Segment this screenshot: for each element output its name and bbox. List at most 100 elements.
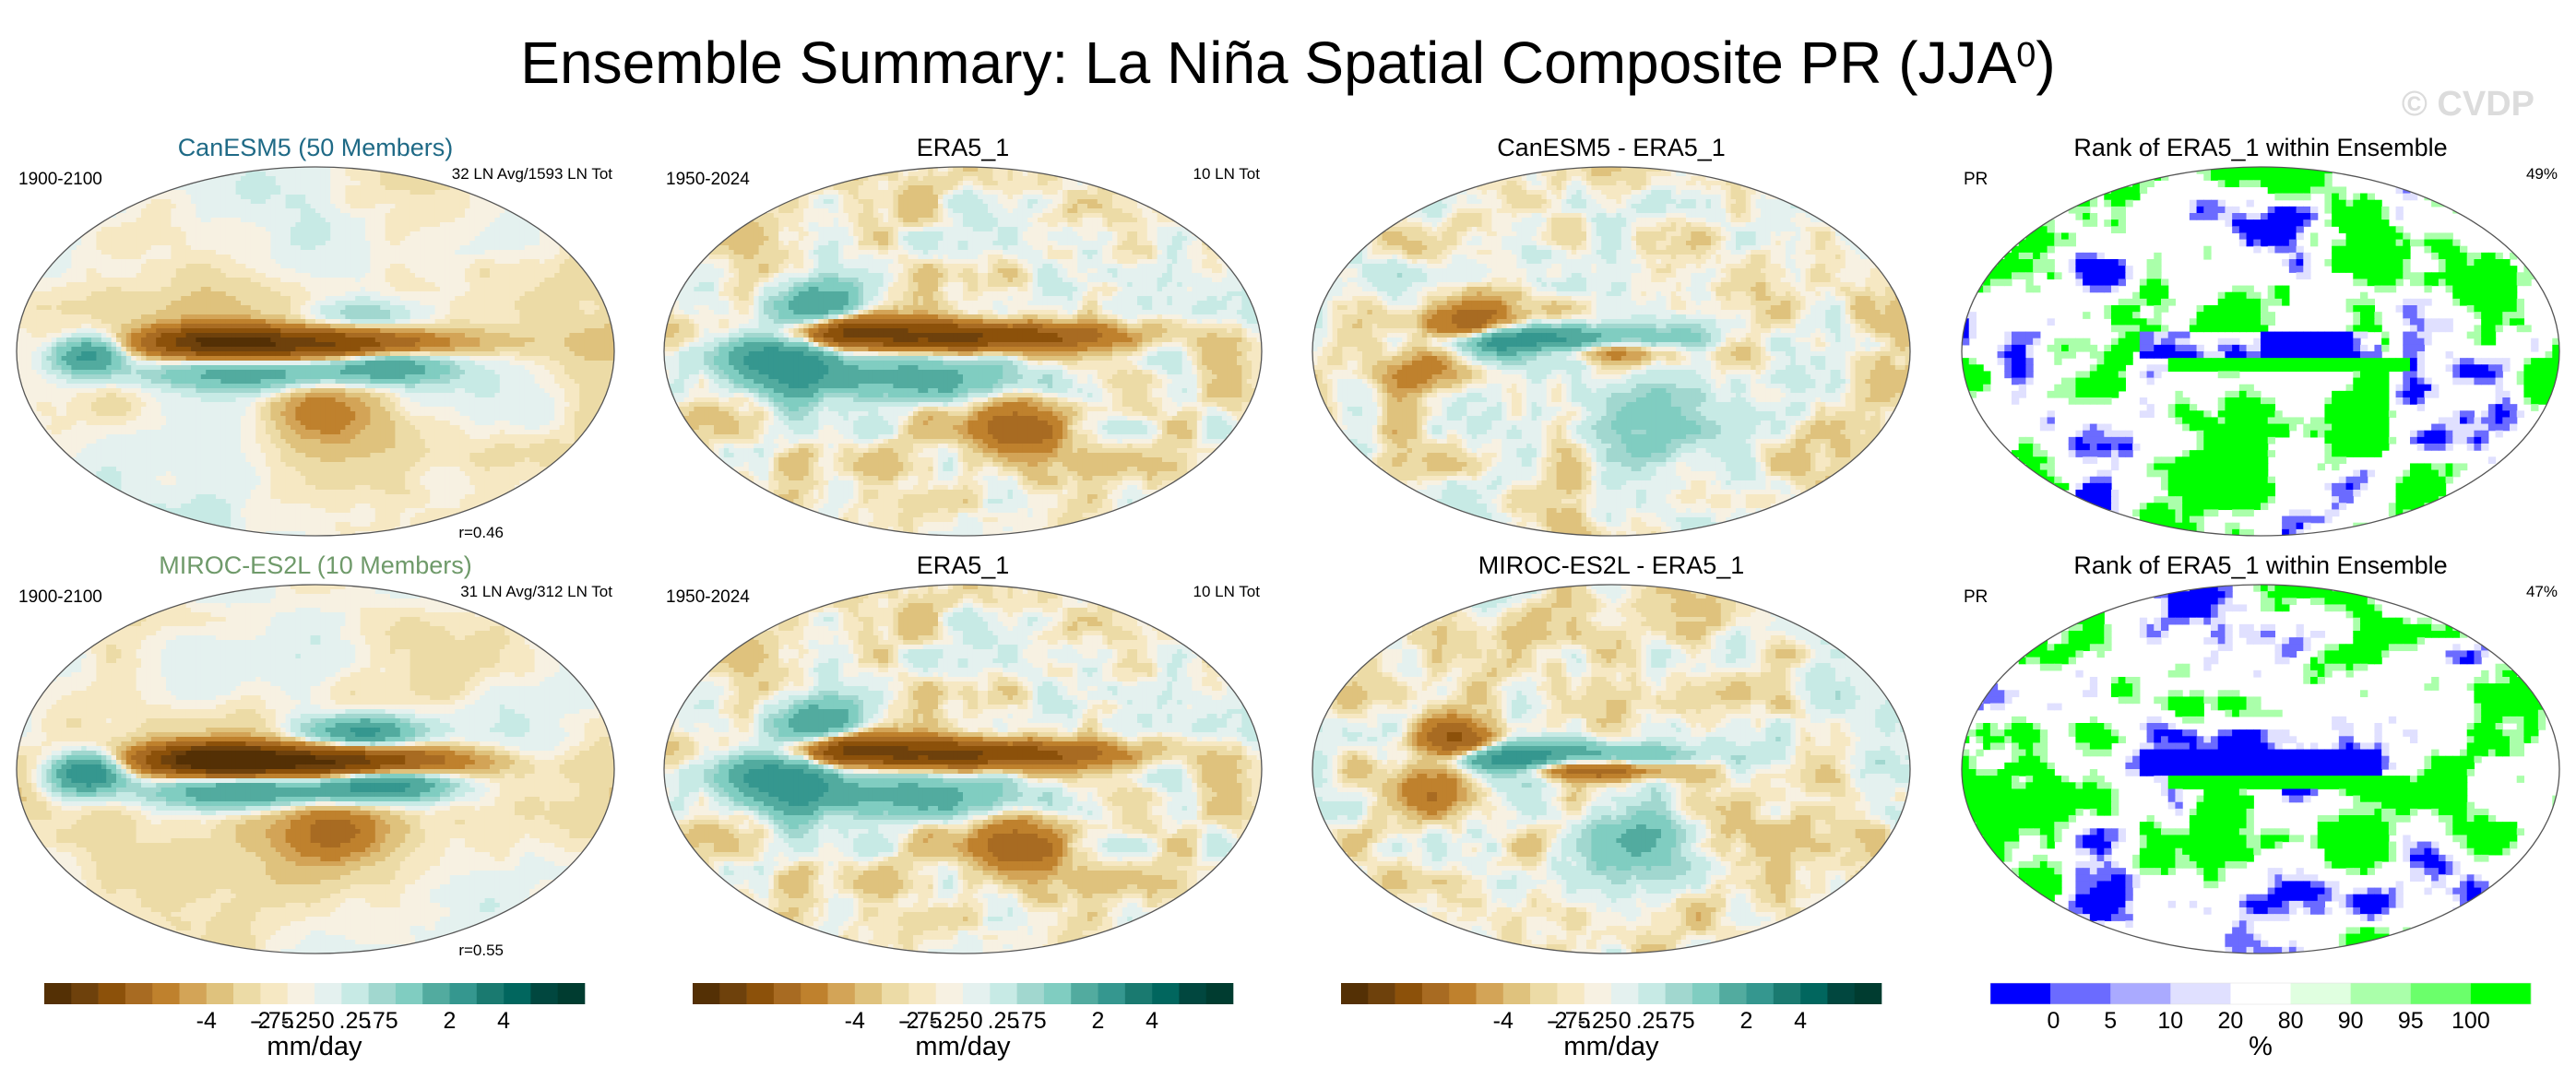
colorbar: -4 -2-.75-.25 0.25.75 2 4 mm/day [44,983,586,1061]
colorbar-swatch [1773,983,1801,1004]
colorbar-units-label: mm/day [915,1032,1011,1061]
colorbar-tick-label: -.25 [930,1008,969,1034]
colorbar-tick-label: -.75 [902,1008,942,1034]
colorbar-swatch [1827,983,1855,1004]
colorbar-tick-label: 5 [2104,1008,2117,1034]
colorbar-swatch [125,983,153,1004]
figure-title-close: ) [2036,30,2055,96]
colorbar-swatch [2170,983,2231,1004]
colorbar-swatch [801,983,828,1004]
colorbar-tick-label: .25 [988,1008,1020,1034]
colorbar-tick-label: -4 [1493,1008,1514,1034]
panel-title: ERA5_1 [917,134,1010,161]
colorbar-tick-label: -.25 [281,1008,321,1034]
figure-title-text: Ensemble Summary: La Niña Spatial Compos… [520,30,2016,96]
colorbar-tick-label: -2 [250,1008,270,1034]
colorbar-swatch [1746,983,1775,1004]
colorbar-swatch [1124,983,1153,1004]
colorbar-swatch [1016,983,1045,1004]
colorbar-swatch [476,983,505,1004]
colorbar-tick-label: .25 [339,1008,372,1034]
colorbar-swatch [315,983,342,1004]
map-outline [1312,166,1911,537]
panel-right-label: 47% [2526,583,2558,600]
colorbar-swatch [1611,983,1639,1004]
colorbar-swatch [260,983,288,1004]
panel-title: MIROC-ES2L (10 Members) [159,551,472,579]
map-field [664,585,1262,954]
colorbar-swatch [1152,983,1180,1004]
coastline [46,182,584,455]
colorbar-swatch [2110,983,2171,1004]
colorbar-tick-label: -.75 [255,1008,294,1034]
colorbar-tick-label: 2 [444,1008,457,1034]
colorbar-tick-label: 95 [2398,1008,2424,1034]
colorbar-swatch [1638,983,1666,1004]
colorbar-swatch [557,983,586,1004]
colorbar-swatch [422,983,450,1004]
colorbar-tick-label: 2 [1740,1008,1753,1034]
map-field [17,167,614,536]
colorbar-swatch [773,983,801,1004]
colorbar-tick-label: 0 [322,1008,335,1034]
colorbar-swatch [693,983,720,1004]
colorbar-swatch [1476,983,1504,1004]
colorbar-swatch [1368,983,1395,1004]
colorbar-swatch [746,983,775,1004]
colorbar-swatch [908,983,936,1004]
colorbar-swatch [1341,983,1369,1004]
colorbar-tick-label: 80 [2278,1008,2304,1034]
colorbar-swatch [44,983,72,1004]
map-outline [663,166,1263,537]
colorbar-swatch [179,983,208,1004]
colorbar-tick-label: -.25 [1578,1008,1618,1034]
colorbar-tick-label: 0 [2047,1008,2060,1034]
colorbar-tick-label: -.75 [1550,1008,1590,1034]
panel-right-label: 10 LN Tot [1193,165,1261,183]
colorbar-swatch [1449,983,1477,1004]
panel-left-label: 1900-2100 [18,587,102,607]
colorbar-swatch [1205,983,1234,1004]
colorbar: -4 -2-.75-.25 0.25.75 2 4 mm/day [693,983,1234,1061]
panel-right-label: 49% [2526,165,2558,183]
map-outline [1961,166,2560,537]
correlation-label: r=0.46 [458,524,504,541]
colorbar-tick-label: 4 [1794,1008,1807,1034]
map-panel: Rank of ERA5_1 within Ensemble PR 49% [1961,134,2560,537]
map-field [1962,167,2559,536]
panel-title: Rank of ERA5_1 within Ensemble [2073,551,2447,579]
colorbar-tick-label: -4 [845,1008,865,1034]
panel-title: Rank of ERA5_1 within Ensemble [2073,134,2447,161]
colorbar-swatch [990,983,1017,1004]
colorbar-swatch [2050,983,2111,1004]
colorbar-tick-label: -4 [196,1008,217,1034]
panel-title: CanESM5 (50 Members) [178,134,454,161]
colorbar-swatch [827,983,856,1004]
map-panel: ERA5_1 1950-2024 10 LN Tot [663,134,1263,537]
colorbar-swatch [1530,983,1558,1004]
map-panel: CanESM5 - ERA5_1 [1312,134,1911,537]
map-field [1312,167,1910,536]
colorbar-swatch [287,983,315,1004]
colorbar-swatch [2290,983,2351,1004]
map-outline [1312,584,1911,954]
colorbar-swatch [1584,983,1612,1004]
map-field [1312,585,1910,954]
colorbar-swatch [71,983,99,1004]
map-panel: CanESM5 (50 Members) 1900-2100 32 LN Avg/1… [16,134,615,541]
colorbar-swatch [1557,983,1585,1004]
colorbar-swatch [504,983,531,1004]
colorbar-units-label: mm/day [267,1032,362,1061]
colorbar-tick-label: 2 [1092,1008,1105,1034]
colorbar-swatch [2410,983,2472,1004]
colorbar-tick-label: -2 [898,1008,919,1034]
colorbar-swatch [449,983,478,1004]
colorbar-swatch [530,983,558,1004]
colorbar-units-label: mm/day [1563,1032,1659,1061]
colorbar-swatch [719,983,747,1004]
panel-title: MIROC-ES2L - ERA5_1 [1478,551,1745,579]
panel-left-label: 1900-2100 [18,170,102,189]
colorbar-swatch [1179,983,1206,1004]
colorbar-swatch [2350,983,2412,1004]
